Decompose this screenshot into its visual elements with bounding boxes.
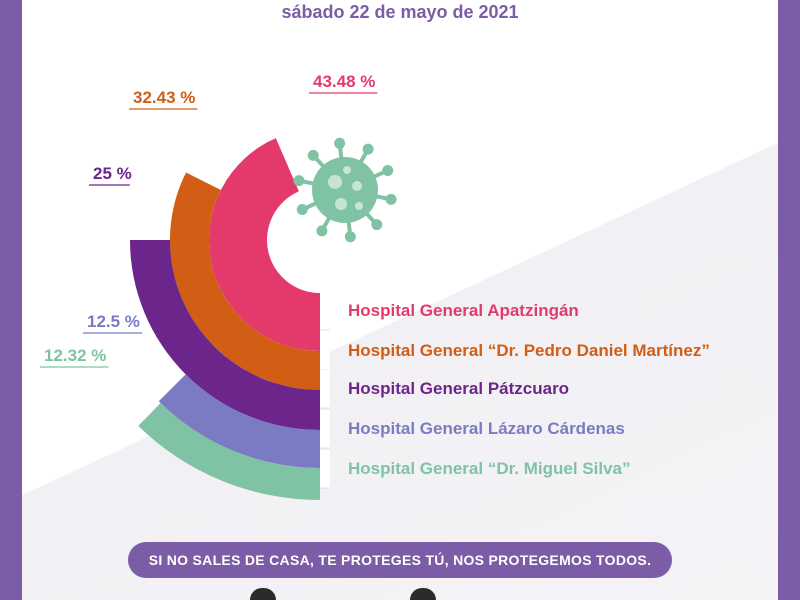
arc-1 [208, 138, 320, 351]
logo-left-icon [250, 588, 276, 600]
government-logos [250, 588, 550, 600]
row-tab-1 [320, 292, 330, 330]
category-label-2: Hospital General “Dr. Pedro Daniel Martí… [348, 341, 710, 360]
prevention-banner: SI NO SALES DE CASA, TE PROTEGES TÚ, NOS… [128, 542, 672, 578]
chart-arcs: Hospital General Apatzingán 43.48 % Hospit… [40, 72, 710, 500]
logo-right-icon [410, 588, 436, 600]
category-label-4: Hospital General Lázaro Cárdenas [348, 419, 625, 438]
coronavirus-icon [293, 137, 397, 243]
arc-3 [130, 240, 320, 430]
value-label-2: 32.43 % [133, 88, 195, 107]
row-tab-5 [320, 450, 330, 488]
category-label-3: Hospital General Pátzcuaro [348, 379, 569, 398]
category-label-1: Hospital General Apatzingán [348, 301, 579, 320]
row-tab-4 [320, 410, 330, 448]
row-tab-2 [320, 332, 330, 370]
arc-5 [138, 403, 320, 500]
arc-4 [158, 374, 320, 468]
value-label-1: 43.48 % [313, 72, 375, 91]
row-tab-3 [320, 370, 330, 408]
category-label-5: Hospital General “Dr. Miguel Silva” [348, 459, 630, 478]
value-label-5: 12.32 % [44, 346, 106, 365]
arc-2 [169, 172, 320, 390]
date-heading: sábado 22 de mayo de 2021 [281, 2, 519, 22]
value-label-3: 25 % [93, 164, 132, 183]
value-label-4: 12.5 % [87, 312, 140, 331]
radial-bar-chart: Hospital General Apatzingán 43.48 % Hospit… [40, 72, 710, 500]
